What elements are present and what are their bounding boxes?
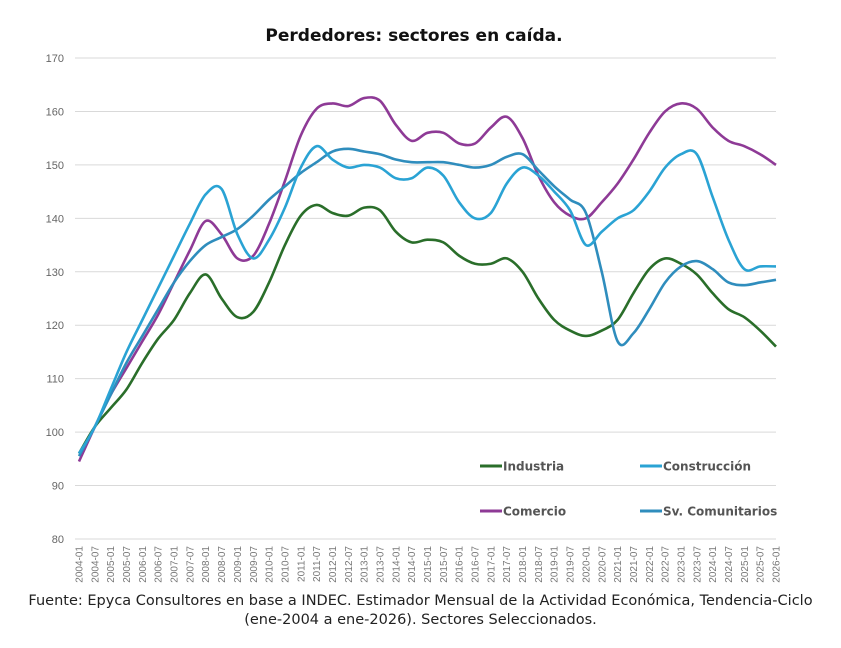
x-tick-label: 2013-01 <box>360 546 371 583</box>
series-line-sv-comunitarios <box>77 147 777 457</box>
x-tick-label: 2023-01 <box>676 546 687 583</box>
x-tick-label: 2016-01 <box>455 546 466 583</box>
legend-label: Comercio <box>503 505 566 519</box>
y-tick-label: 150 <box>46 160 64 172</box>
x-tick-label: 2018-01 <box>518 546 529 583</box>
legend-label: Sv. Comunitarios <box>663 505 777 519</box>
x-tick-label: 2013-07 <box>375 546 386 583</box>
x-tick-label: 2007-01 <box>170 546 181 583</box>
x-tick-label: 2004-01 <box>75 546 86 583</box>
x-tick-label: 2022-01 <box>645 546 656 583</box>
legend-label: Industria <box>503 460 564 474</box>
x-tick-label: 2010-07 <box>280 546 291 583</box>
series-line-industria <box>77 203 777 455</box>
x-tick-label: 2018-07 <box>534 546 545 583</box>
y-tick-label: 80 <box>52 534 64 546</box>
x-tick-label: 2024-07 <box>724 546 735 583</box>
x-tick-label: 2006-01 <box>138 546 149 583</box>
x-tick-label: 2021-01 <box>613 546 624 583</box>
x-tick-label: 2015-07 <box>439 546 450 583</box>
x-tick-label: 2006-07 <box>154 546 165 583</box>
y-tick-label: 110 <box>46 374 64 386</box>
x-tick-label: 2016-07 <box>471 546 482 583</box>
x-tick-label: 2009-07 <box>249 546 260 583</box>
x-tick-label: 2014-01 <box>391 546 402 583</box>
y-tick-label: 90 <box>52 481 64 493</box>
x-tick-label: 2019-07 <box>566 546 577 583</box>
legend-item: Industria <box>480 460 564 474</box>
x-tick-label: 2024-01 <box>708 546 719 583</box>
x-tick-label: 2008-01 <box>201 546 212 583</box>
x-tick-label: 2005-01 <box>106 546 117 583</box>
x-tick-label: 2022-07 <box>661 546 672 583</box>
legend-item: Construcción <box>640 460 751 474</box>
x-tick-label: 2004-07 <box>90 546 101 583</box>
x-tick-label: 2011-01 <box>296 546 307 582</box>
y-tick-label: 140 <box>46 213 64 225</box>
caption-line-1: Fuente: Epyca Consultores en base a INDE… <box>28 593 813 609</box>
x-tick-label: 2021-07 <box>629 546 640 583</box>
series-line-construccion <box>77 144 777 455</box>
x-tick-label: 2023-07 <box>692 546 703 583</box>
legend-item: Sv. Comunitarios <box>640 505 777 519</box>
x-tick-label: 2010-01 <box>265 546 276 583</box>
caption-line-2: (ene-2004 a ene-2026). Sectores Seleccio… <box>244 612 597 628</box>
x-tick-label: 2008-07 <box>217 546 228 583</box>
chart-title: Perdedores: sectores en caída. <box>265 26 562 46</box>
x-tick-label: 2009-01 <box>233 546 244 583</box>
x-tick-label: 2014-07 <box>407 546 418 583</box>
x-tick-label: 2019-01 <box>550 546 561 583</box>
x-tick-label: 2017-01 <box>486 546 497 583</box>
x-tick-label: 2017-07 <box>502 546 513 583</box>
y-tick-label: 100 <box>46 427 64 439</box>
y-tick-label: 170 <box>46 53 64 65</box>
x-tick-label: 2026-01 <box>772 546 783 583</box>
x-tick-label: 2025-01 <box>740 546 751 583</box>
y-tick-label: 120 <box>46 320 64 332</box>
legend-item: Comercio <box>480 505 566 519</box>
series-line-comercio <box>77 96 777 463</box>
source-caption: Fuente: Epyca Consultores en base a INDE… <box>0 592 841 630</box>
x-tick-label: 2020-01 <box>581 546 592 583</box>
x-tick-label: 2007-07 <box>185 546 196 583</box>
x-tick-label: 2012-01 <box>328 546 339 583</box>
x-tick-label: 2005-07 <box>122 546 133 583</box>
x-tick-label: 2015-01 <box>423 546 434 583</box>
x-tick-label: 2020-07 <box>597 546 608 583</box>
x-tick-label: 2012-07 <box>344 546 355 583</box>
y-tick-label: 130 <box>46 267 64 279</box>
legend-label: Construcción <box>663 460 751 474</box>
x-tick-label: 2011-07 <box>312 546 323 582</box>
x-tick-label: 2025-07 <box>756 546 767 583</box>
y-tick-label: 160 <box>46 106 64 118</box>
